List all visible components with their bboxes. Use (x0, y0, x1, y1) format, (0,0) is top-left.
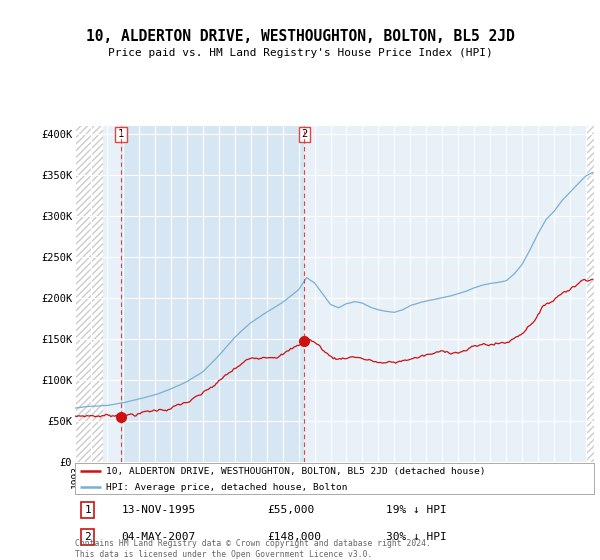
Text: 10, ALDERTON DRIVE, WESTHOUGHTON, BOLTON, BL5 2JD: 10, ALDERTON DRIVE, WESTHOUGHTON, BOLTON… (86, 29, 514, 44)
Text: 2: 2 (301, 129, 308, 139)
Bar (75, 126, 103, 462)
Text: 2: 2 (85, 532, 91, 542)
Text: 04-MAY-2007: 04-MAY-2007 (122, 532, 196, 542)
Text: 1: 1 (118, 129, 124, 139)
Text: Price paid vs. HM Land Registry's House Price Index (HPI): Price paid vs. HM Land Registry's House … (107, 48, 493, 58)
Text: HPI: Average price, detached house, Bolton: HPI: Average price, detached house, Bolt… (106, 483, 347, 492)
Text: 13-NOV-1995: 13-NOV-1995 (122, 505, 196, 515)
Bar (586, 126, 594, 462)
Text: 30% ↓ HPI: 30% ↓ HPI (386, 532, 447, 542)
Bar (121, 126, 304, 462)
Text: £148,000: £148,000 (267, 532, 321, 542)
Text: 10, ALDERTON DRIVE, WESTHOUGHTON, BOLTON, BL5 2JD (detached house): 10, ALDERTON DRIVE, WESTHOUGHTON, BOLTON… (106, 467, 485, 476)
Text: Contains HM Land Registry data © Crown copyright and database right 2024.
This d: Contains HM Land Registry data © Crown c… (75, 539, 431, 559)
Text: 1: 1 (85, 505, 91, 515)
Text: £55,000: £55,000 (267, 505, 314, 515)
Text: 19% ↓ HPI: 19% ↓ HPI (386, 505, 447, 515)
